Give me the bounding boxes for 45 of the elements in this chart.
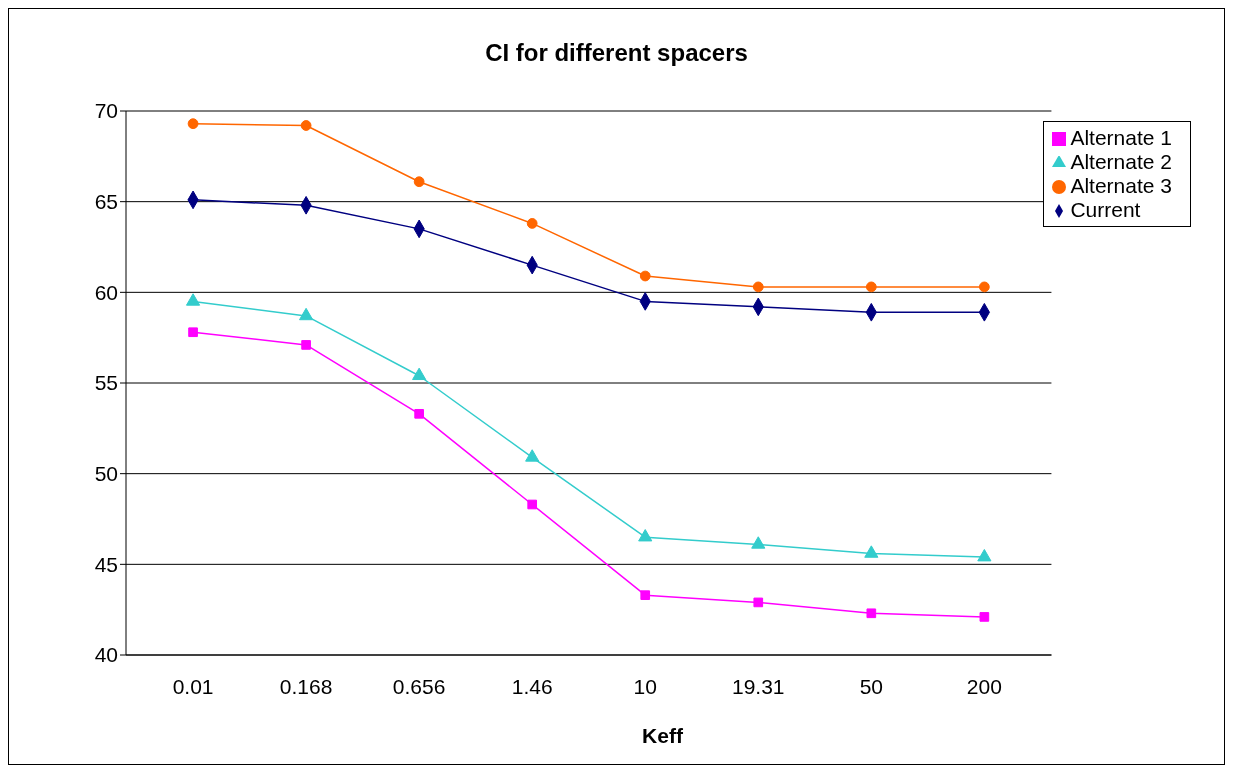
point (414, 409, 424, 419)
x-tick-label: 19.31 (731, 674, 785, 698)
x-tick-label: 0.01 (172, 674, 214, 698)
legend-label: Current (1070, 198, 1141, 221)
point (753, 597, 764, 608)
point (185, 293, 201, 306)
legend-label: Alternate 3 (1070, 174, 1172, 197)
x-tick-label: 0.168 (279, 674, 333, 698)
y-tick-label: 70 (94, 99, 118, 123)
point (301, 340, 311, 350)
point (865, 281, 877, 293)
point (188, 327, 198, 338)
x-tick-label: 10 (633, 674, 657, 698)
point (978, 281, 990, 293)
point (300, 120, 312, 131)
chart-title: CI for different spacers (484, 39, 749, 67)
x-tick-label: 1.46 (511, 674, 553, 698)
y-tick-label: 55 (94, 371, 118, 395)
point (525, 449, 540, 462)
point (751, 536, 766, 549)
point (752, 281, 764, 293)
y-tick-label: 40 (94, 643, 118, 667)
point (979, 612, 990, 622)
point (864, 545, 879, 558)
point (639, 270, 651, 282)
point (977, 548, 992, 562)
legend-label: Alternate 2 (1070, 150, 1172, 173)
point (526, 218, 538, 229)
legend-label: Alternate 1 (1070, 126, 1172, 149)
point (187, 118, 199, 130)
point (412, 367, 427, 381)
point (866, 608, 877, 619)
x-tick-label: 0.656 (392, 674, 446, 698)
y-tick-label: 60 (94, 280, 118, 304)
y-tick-label: 45 (94, 552, 118, 576)
y-tick-label: 65 (94, 190, 118, 214)
x-tick-label: 200 (966, 674, 1002, 698)
point (413, 176, 425, 188)
point (299, 307, 314, 321)
x-tick-label: 50 (859, 674, 883, 698)
point (527, 499, 538, 510)
y-tick-label: 50 (94, 462, 118, 486)
x-axis-title: Keff (641, 724, 684, 748)
point (638, 529, 653, 542)
point (640, 590, 651, 600)
